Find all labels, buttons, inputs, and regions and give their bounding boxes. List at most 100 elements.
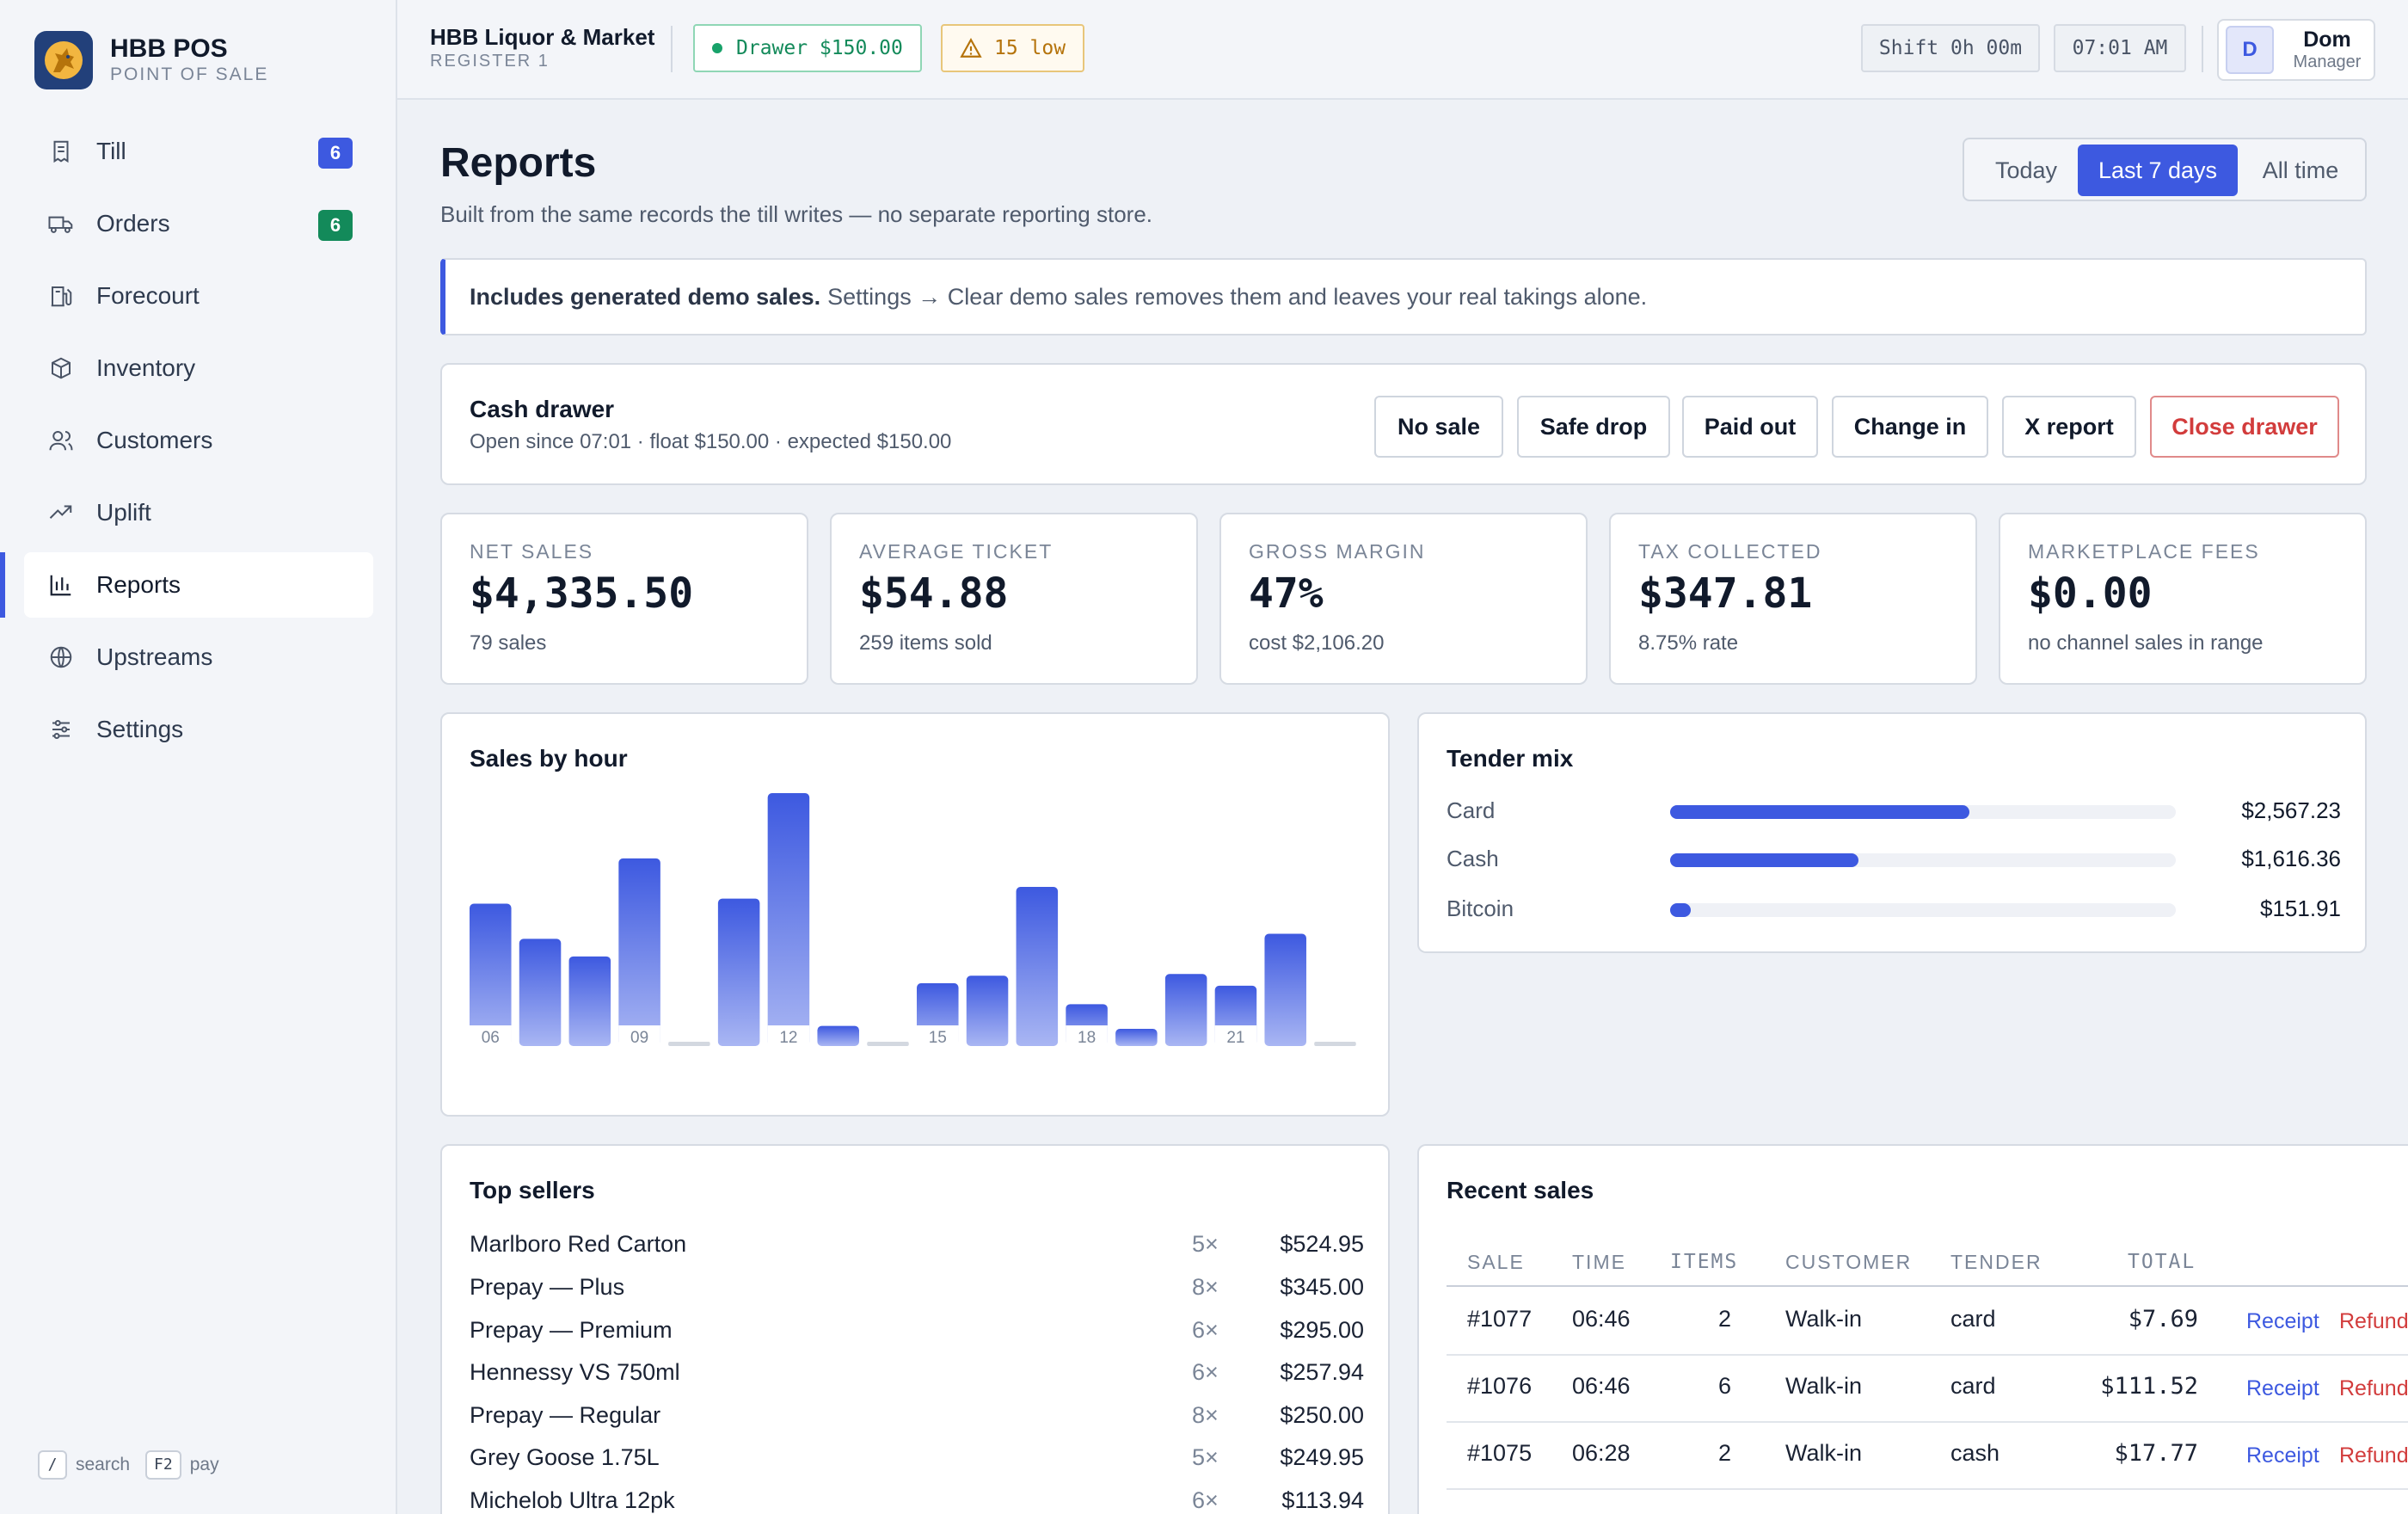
tender-row-cash: Cash $1,616.36 [1447, 841, 2341, 876]
low-stock-pill[interactable]: 15 low [941, 24, 1085, 72]
stat-value: $54.88 [859, 569, 1009, 618]
receipt-link[interactable]: Receipt [2246, 1376, 2319, 1400]
sidebar-item-forecourt[interactable]: Forecourt [24, 263, 373, 329]
stat-note: cost $2,106.20 [1249, 631, 1385, 655]
drawer-status-pill[interactable]: Drawer $150.00 [693, 24, 922, 72]
tender-bar-fill [1670, 903, 1691, 917]
tick-label: 12 [779, 1029, 797, 1047]
sliders-icon [46, 715, 76, 744]
product-name: Prepay — Plus [470, 1273, 625, 1300]
range-7-days-button[interactable]: Last 7 days [2078, 145, 2238, 196]
list-item[interactable]: Marlboro Red Carton 5× $524.95 [470, 1227, 1364, 1261]
sidebar-item-orders[interactable]: Orders 6 [24, 191, 373, 256]
refund-link[interactable]: Refund [2339, 1443, 2408, 1468]
sidebar-item-customers[interactable]: Customers [24, 408, 373, 473]
refund-link[interactable]: Refund [2339, 1309, 2408, 1333]
bar-hour-13[interactable] [817, 1025, 859, 1046]
list-item[interactable]: Michelob Ultra 12pk 6× $113.94 [470, 1483, 1364, 1514]
sidebar-item-label: Uplift [96, 499, 151, 526]
list-item[interactable]: Prepay — Premium 6× $295.00 [470, 1313, 1364, 1347]
sale-items: 2 [1718, 1440, 1732, 1466]
bar-hour-08[interactable] [568, 956, 611, 1046]
column-customer: CUSTOMER [1785, 1251, 1913, 1273]
x-report-button[interactable]: X report [2002, 396, 2136, 458]
product-qty: 6× [1192, 1358, 1219, 1385]
sale-customer: Walk-in [1785, 1306, 1863, 1332]
sidebar-item-upstreams[interactable]: Upstreams [24, 625, 373, 690]
sidebar-item-settings[interactable]: Settings [24, 697, 373, 762]
tender-amount: $151.91 [2260, 895, 2341, 921]
product-qty: 6× [1192, 1316, 1219, 1343]
sale-total: $111.52 [2100, 1373, 2198, 1400]
product-name: Grey Goose 1.75L [470, 1443, 660, 1470]
list-item[interactable]: Hennessy VS 750ml 6× $257.94 [470, 1355, 1364, 1389]
receipt-link[interactable]: Receipt [2246, 1443, 2319, 1468]
paid-out-button[interactable]: Paid out [1682, 396, 1818, 458]
bar-hour-17[interactable] [1016, 887, 1059, 1046]
tick-label: 18 [1078, 1029, 1096, 1047]
bar-hour-23[interactable] [1314, 1042, 1356, 1046]
users-icon [46, 426, 76, 455]
brand-subtitle: POINT OF SALE [110, 65, 269, 84]
sidebar-item-till[interactable]: Till 6 [24, 119, 373, 184]
user-name: Dom [2303, 28, 2351, 52]
sale-time: 06:28 [1572, 1440, 1631, 1466]
column-tender: TENDER [1950, 1251, 2042, 1273]
no-sale-button[interactable]: No sale [1374, 396, 1503, 458]
fuel-pump-icon [46, 281, 76, 311]
list-item[interactable]: Prepay — Regular 8× $250.00 [470, 1398, 1364, 1432]
bar-hour-19[interactable] [1115, 1029, 1158, 1046]
sidebar-item-label: Reports [96, 571, 181, 598]
tick-label: 09 [630, 1029, 648, 1047]
change-in-button[interactable]: Change in [1832, 396, 1988, 458]
till-count-badge: 6 [318, 138, 353, 169]
sidebar-item-uplift[interactable]: Uplift [24, 480, 373, 545]
bar-hour-06[interactable] [470, 903, 512, 1046]
stat-label: MARKETPLACE FEES [2028, 540, 2260, 563]
bar-hour-20[interactable] [1164, 974, 1207, 1046]
sidebar-item-label: Upstreams [96, 643, 213, 670]
close-drawer-button[interactable]: Close drawer [2150, 396, 2339, 458]
list-item[interactable]: Prepay — Plus 8× $345.00 [470, 1270, 1364, 1304]
tick-label: 21 [1226, 1029, 1244, 1047]
list-item[interactable]: Grey Goose 1.75L 5× $249.95 [470, 1440, 1364, 1474]
range-today-button[interactable]: Today [1994, 157, 2058, 183]
status-dot-icon [712, 43, 722, 53]
tender-name: Cash [1447, 845, 1499, 871]
register-label: REGISTER 1 [430, 52, 550, 71]
sidebar-item-inventory[interactable]: Inventory [24, 335, 373, 401]
sale-customer: Walk-in [1785, 1440, 1863, 1466]
sale-time: 06:46 [1572, 1306, 1631, 1332]
sale-items: 2 [1718, 1306, 1732, 1332]
tick-label: 15 [929, 1029, 947, 1047]
tender-mix-card: Tender mix Card $2,567.23 Cash $1,616.36… [1417, 712, 2367, 953]
bar-hour-10[interactable] [668, 1042, 710, 1046]
tender-bar-fill [1670, 853, 1859, 867]
sidebar-item-reports[interactable]: Reports [0, 552, 373, 618]
bar-hour-12[interactable] [767, 793, 810, 1046]
table-row: #1076 06:46 6 Walk-in card $111.52 Recei… [1447, 1356, 2408, 1423]
stat-label: AVERAGE TICKET [859, 540, 1054, 563]
safe-drop-button[interactable]: Safe drop [1517, 396, 1670, 458]
range-all-time-button[interactable]: All time [2262, 157, 2339, 183]
avatar: D [2226, 26, 2274, 74]
stat-value: 47% [1249, 569, 1324, 618]
bar-hour-11[interactable] [717, 898, 760, 1046]
table-row: #1075 06:28 2 Walk-in cash $17.77 Receip… [1447, 1423, 2408, 1490]
bar-hour-14[interactable] [867, 1042, 909, 1046]
product-qty: 5× [1192, 1230, 1219, 1257]
refund-link[interactable]: Refund [2339, 1376, 2408, 1400]
stat-gross-margin: GROSS MARGIN 47% cost $2,106.20 [1219, 513, 1588, 685]
product-amount: $249.95 [1280, 1443, 1364, 1470]
bar-hour-07[interactable] [519, 939, 562, 1046]
bar-hour-09[interactable] [618, 858, 660, 1046]
bar-hour-22[interactable] [1264, 933, 1306, 1046]
top-sellers-card: Top sellers Marlboro Red Carton 5× $524.95… [440, 1144, 1390, 1514]
bar-hour-16[interactable] [966, 975, 1009, 1046]
stat-note: 79 sales [470, 631, 547, 655]
user-menu[interactable]: D Dom Manager [2217, 19, 2375, 81]
product-name: Hennessy VS 750ml [470, 1358, 680, 1385]
receipt-link[interactable]: Receipt [2246, 1309, 2319, 1333]
globe-icon [46, 643, 76, 672]
sale-tender: cash [1950, 1440, 2000, 1466]
